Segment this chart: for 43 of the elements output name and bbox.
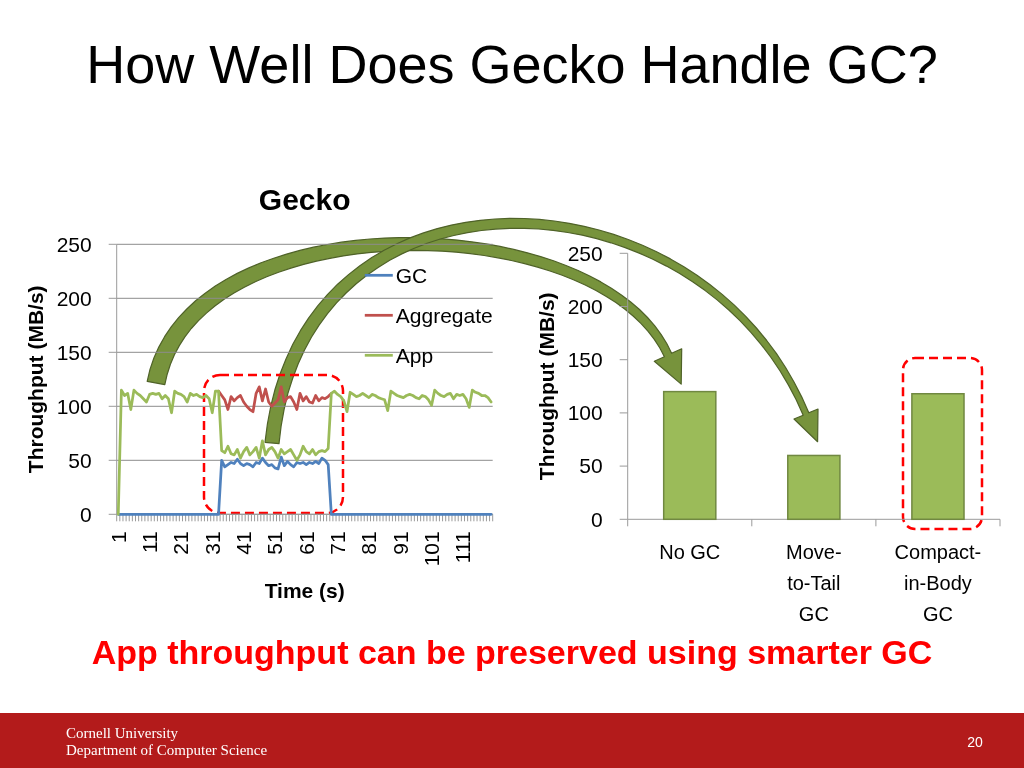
y-tick-label: 250 (56, 232, 92, 256)
text: 20 (967, 734, 983, 750)
y-tick-label: 0 (80, 502, 92, 526)
x-tick-label: Move-to-Tail GC (786, 541, 842, 626)
chart-title: Gecko (258, 183, 351, 217)
x-tick-label: 61 (294, 531, 318, 555)
y-tick-label: 150 (567, 348, 603, 372)
bar (911, 393, 965, 521)
x-tick-label: 111 (451, 531, 475, 564)
x-tick-label: 31 (200, 531, 224, 555)
y-tick-label: 0 (591, 507, 603, 531)
y-axis-title: Throughput (MB/s) (535, 292, 559, 481)
y-tick-label: 200 (56, 286, 92, 310)
text: How Well Does Gecko Handle GC? (86, 34, 938, 94)
x-tick-label: 21 (169, 531, 193, 555)
bar (787, 454, 841, 521)
x-axis-title: Time (s) (264, 579, 345, 603)
x-tick-label: 11 (137, 531, 161, 554)
legend-label: GC (395, 263, 428, 287)
text: App throughput can be preserved using smarter GC (91, 633, 933, 671)
y-tick-label: 100 (56, 394, 92, 418)
bar (662, 390, 717, 521)
y-tick-label: 50 (68, 448, 92, 472)
x-tick-label: Compact-in-Body GC (894, 541, 982, 626)
y-tick-label: 100 (567, 401, 603, 425)
y-axis-title: Throughput (MB/s) (24, 285, 48, 474)
y-tick-label: 250 (567, 241, 603, 265)
x-tick-label: 1 (106, 531, 130, 543)
text: Cornell University (66, 725, 179, 741)
text: Department of Computer Science (66, 742, 268, 758)
x-tick-label: 41 (231, 531, 255, 555)
x-tick-label: No GC (659, 541, 721, 564)
x-tick-label: 51 (263, 531, 287, 555)
y-tick-label: 150 (56, 340, 92, 364)
y-tick-label: 200 (567, 294, 603, 318)
legend-label: App (395, 343, 434, 367)
x-tick-label: 81 (357, 531, 381, 555)
y-tick-label: 50 (579, 454, 603, 478)
legend-label: Aggregate (395, 303, 493, 327)
x-tick-label: 91 (388, 531, 412, 555)
line-series (217, 385, 333, 414)
x-tick-label: 101 (419, 531, 443, 567)
x-tick-label: 71 (325, 531, 349, 555)
